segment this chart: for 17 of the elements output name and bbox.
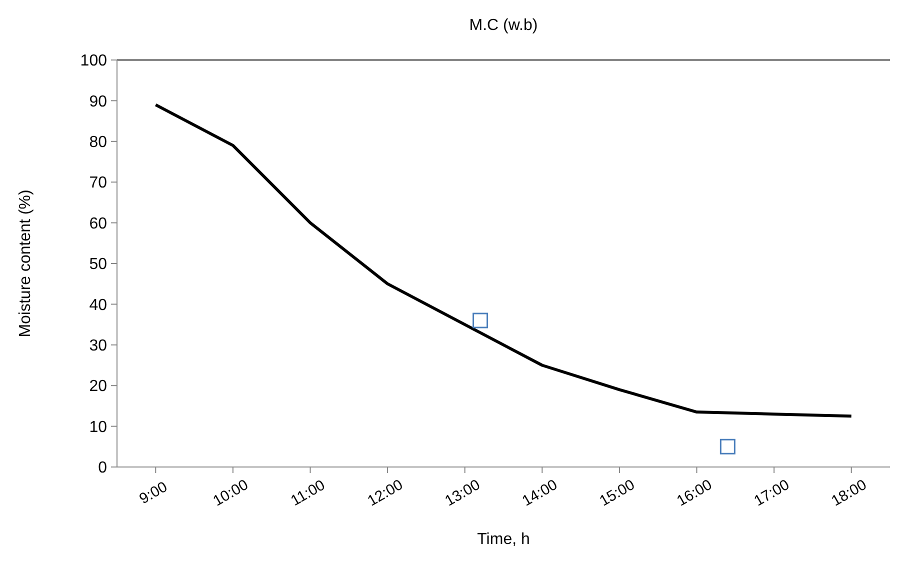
line-series [154,103,853,418]
y-tick-label: 10 [89,418,108,436]
x-tick-label: 11:00 [288,476,328,510]
y-tick-label: 90 [89,93,108,110]
y-tick-label: 0 [98,460,108,477]
y-tick-label: 30 [89,338,108,354]
x-tick-label: 9:00 [136,478,170,508]
x-axis-title: Time, h [477,531,530,548]
y-tick-label: 20 [89,378,108,396]
y-tick-label: 50 [89,256,108,274]
y-tick-label: 40 [89,296,108,314]
y-axis-title: Moisture content (%) [17,190,34,338]
chart-title: M.C (w.b) [469,17,538,34]
y-tick-label: 70 [89,174,108,192]
y-tick-label: 100 [80,52,108,70]
y-tick-label: 60 [89,215,108,232]
y-tick-label: 80 [89,134,108,151]
